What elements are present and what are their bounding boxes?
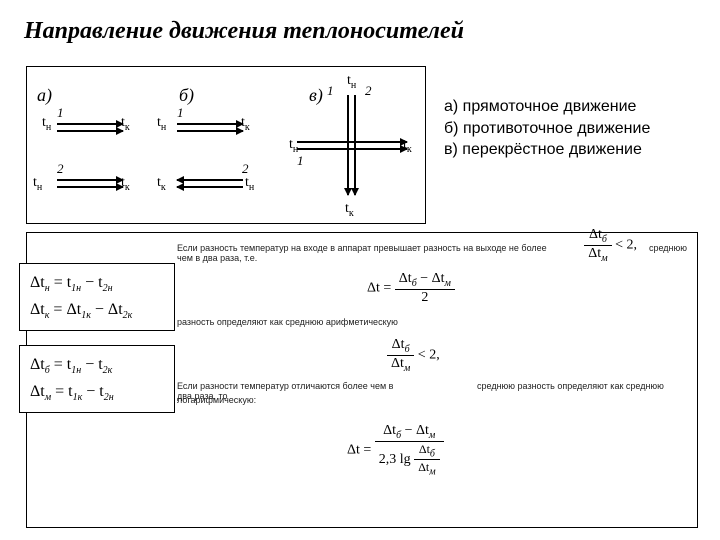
arrow-right-icon (57, 186, 123, 188)
num-1: 1 (177, 105, 184, 121)
eq-dtb: Δtб = t1н − t2к (30, 352, 164, 379)
legend-item-b: б) противоточное движение (444, 118, 650, 140)
page-title: Направление движения теплоносителей (0, 0, 720, 45)
arrow-right-icon (57, 179, 123, 181)
eq-log-mean: Δt = Δtб − Δtм 2,3 lg ΔtбΔtм (347, 423, 444, 478)
legend-item-a: а) прямоточное движение (444, 96, 650, 118)
label-tn (245, 175, 254, 193)
eq-dtk: Δtк = Δt1к − Δt2к (30, 297, 164, 324)
eq-ratio: ΔtбΔtм < 2, (387, 337, 440, 374)
explanatory-text: разность определяют как среднюю арифмети… (177, 317, 398, 327)
num-1: 1 (327, 83, 334, 99)
label-tk (345, 201, 354, 219)
num-2: 2 (57, 161, 64, 177)
arrow-left-icon (177, 179, 243, 181)
label-tk (241, 115, 250, 133)
label-tn (347, 73, 356, 91)
arrow-right-icon (297, 141, 407, 143)
label-c: в) (309, 85, 323, 106)
arrow-right-icon (57, 123, 123, 125)
label-tn (289, 137, 298, 155)
arrow-down-icon (354, 95, 356, 195)
label-tn (33, 175, 42, 193)
num-2: 2 (365, 83, 372, 99)
label-tn (42, 115, 51, 133)
label-tk (403, 137, 412, 155)
label-b: б) (179, 85, 194, 106)
arrow-right-icon (57, 130, 123, 132)
equations-panel: Если разность температур на входе в аппа… (26, 232, 698, 528)
arrow-right-icon (177, 123, 243, 125)
arrow-right-icon (177, 130, 243, 132)
num-1: 1 (297, 153, 304, 169)
eq-arith-mean: Δt = Δtб − Δtм2 (367, 271, 455, 306)
legend-item-c: в) перекрёстное движение (444, 139, 650, 161)
num-1: 1 (57, 105, 64, 121)
arrow-left-icon (177, 186, 243, 188)
upper-region: а) б) в) 1 2 1 2 1 2 1 (26, 66, 706, 224)
label-tk (121, 175, 130, 193)
legend: а) прямоточное движение б) противоточное… (426, 66, 650, 224)
label-tk (157, 175, 166, 193)
explanatory-text: среднюю (649, 243, 687, 253)
explanatory-text: Если разность температур на входе в аппа… (177, 243, 557, 263)
eq-dtn: Δtн = t1н − t2н (30, 270, 164, 297)
eq-box-1: Δtн = t1н − t2н Δtк = Δt1к − Δt2к (19, 263, 175, 331)
label-tk (121, 115, 130, 133)
arrow-down-icon (347, 95, 349, 195)
label-a: а) (37, 85, 52, 106)
eq-box-2: Δtб = t1н − t2к Δtм = t1к − t2н (19, 345, 175, 413)
eq-dtm: Δtм = t1к − t2н (30, 379, 164, 406)
flow-diagram-box: а) б) в) 1 2 1 2 1 2 1 (26, 66, 426, 224)
eq-ratio: ΔtбΔtм < 2, (584, 227, 637, 264)
explanatory-text: логарифмическую: (177, 395, 256, 405)
explanatory-text: среднюю разность определяют как среднюю (477, 381, 664, 391)
label-tn (157, 115, 166, 133)
arrow-right-icon (297, 148, 407, 150)
